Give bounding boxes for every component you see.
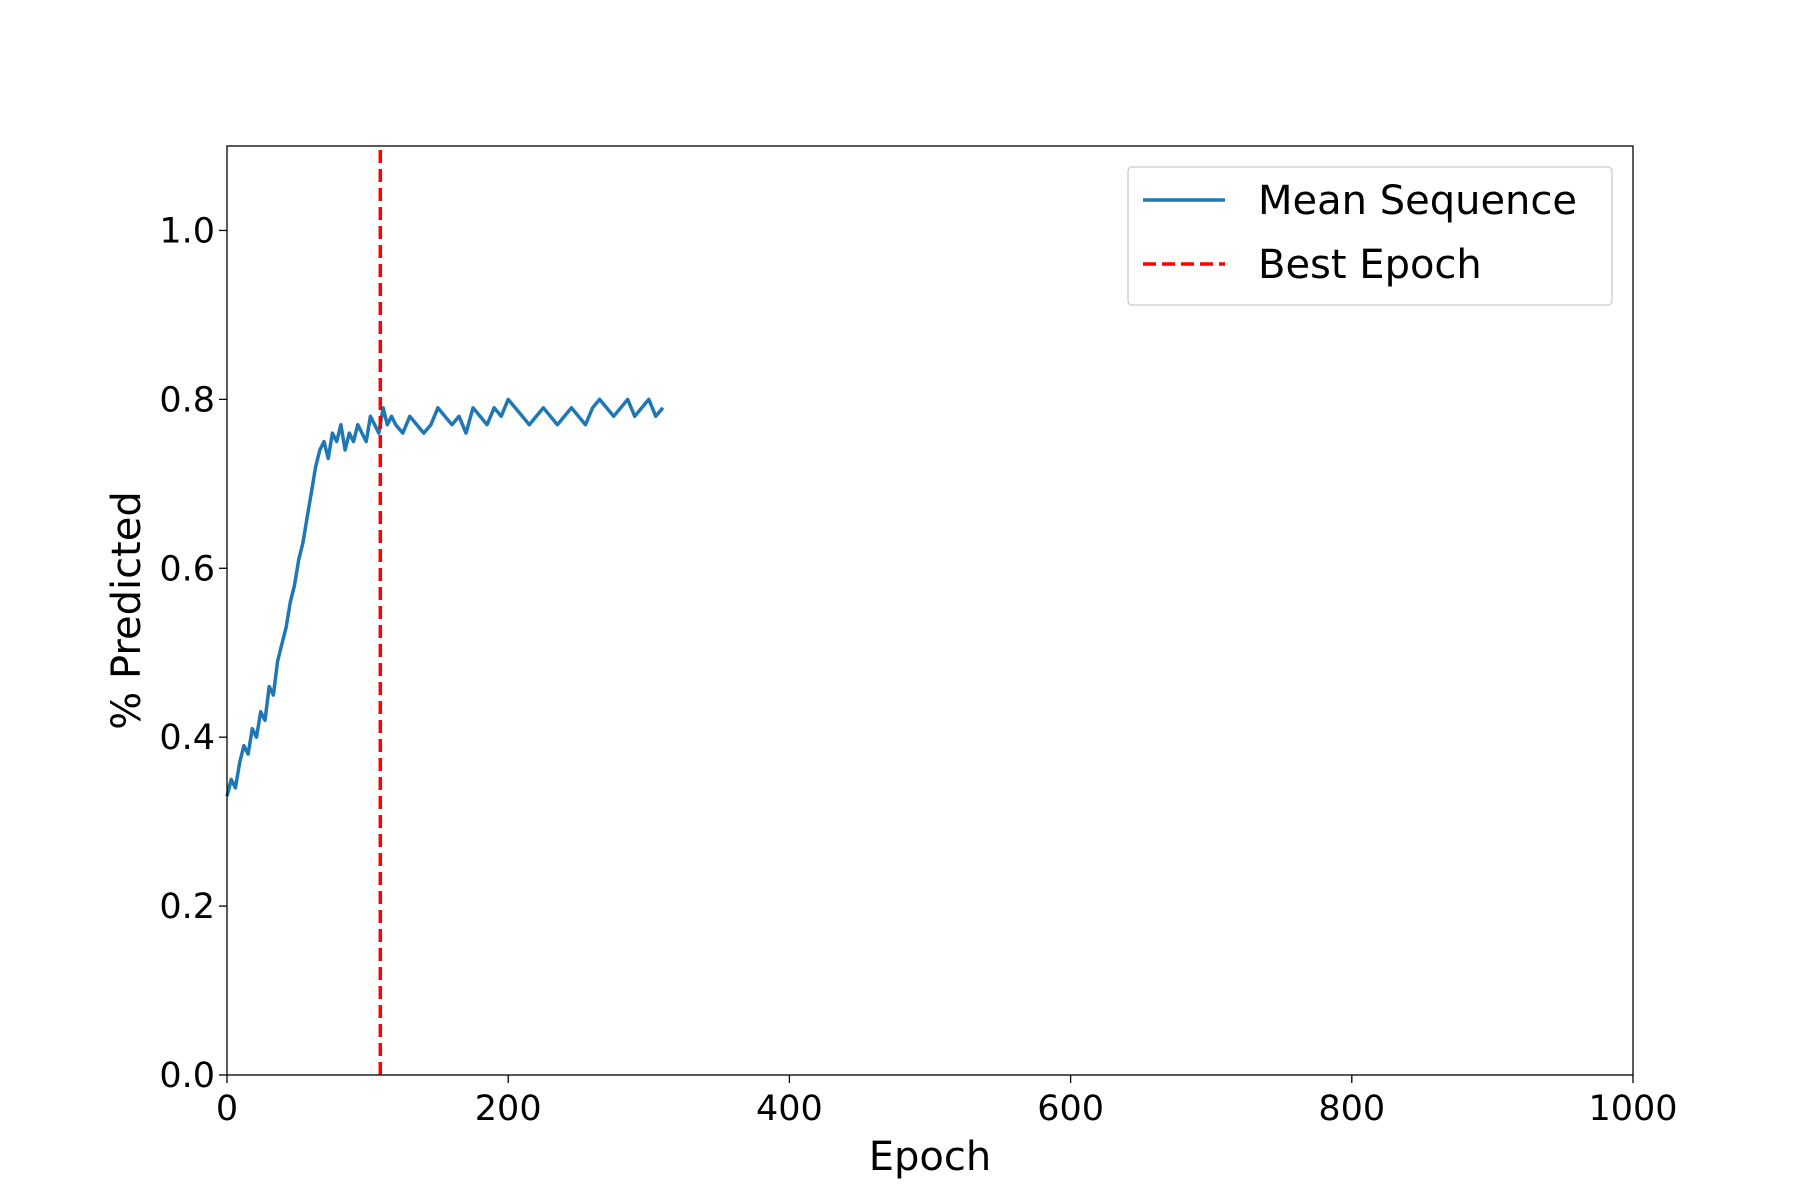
x-axis-title: Epoch — [869, 1134, 991, 1180]
y-tick-label: 0.6 — [159, 549, 215, 589]
y-axis: 0.0 0.2 0.4 0.6 0.8 1.0 — [159, 211, 227, 1096]
x-axis: 0 200 400 600 800 1000 — [216, 1075, 1678, 1129]
y-tick-label: 0.2 — [159, 887, 215, 927]
y-tick-label: 0.4 — [159, 718, 215, 758]
legend-label-best-epoch: Best Epoch — [1258, 242, 1482, 288]
legend: Mean Sequence Best Epoch — [1127, 166, 1613, 306]
legend-label-mean-sequence: Mean Sequence — [1258, 178, 1577, 224]
x-tick-label: 1000 — [1588, 1089, 1677, 1129]
plot-frame — [226, 145, 1634, 1076]
x-tick-label: 0 — [216, 1089, 238, 1129]
legend-box — [1127, 166, 1613, 306]
y-tick-label: 0.8 — [159, 380, 215, 420]
x-tick-label: 400 — [756, 1089, 823, 1129]
x-tick-label: 200 — [475, 1089, 542, 1129]
plot-lines — [225, 146, 665, 1075]
y-tick-label: 1.0 — [159, 211, 215, 251]
x-tick-label: 800 — [1318, 1089, 1385, 1129]
x-tick-label: 600 — [1037, 1089, 1104, 1129]
y-tick-label: 0.0 — [159, 1056, 215, 1096]
series-line-mean-sequence — [225, 397, 665, 797]
y-axis-title: % Predicted — [104, 491, 150, 730]
